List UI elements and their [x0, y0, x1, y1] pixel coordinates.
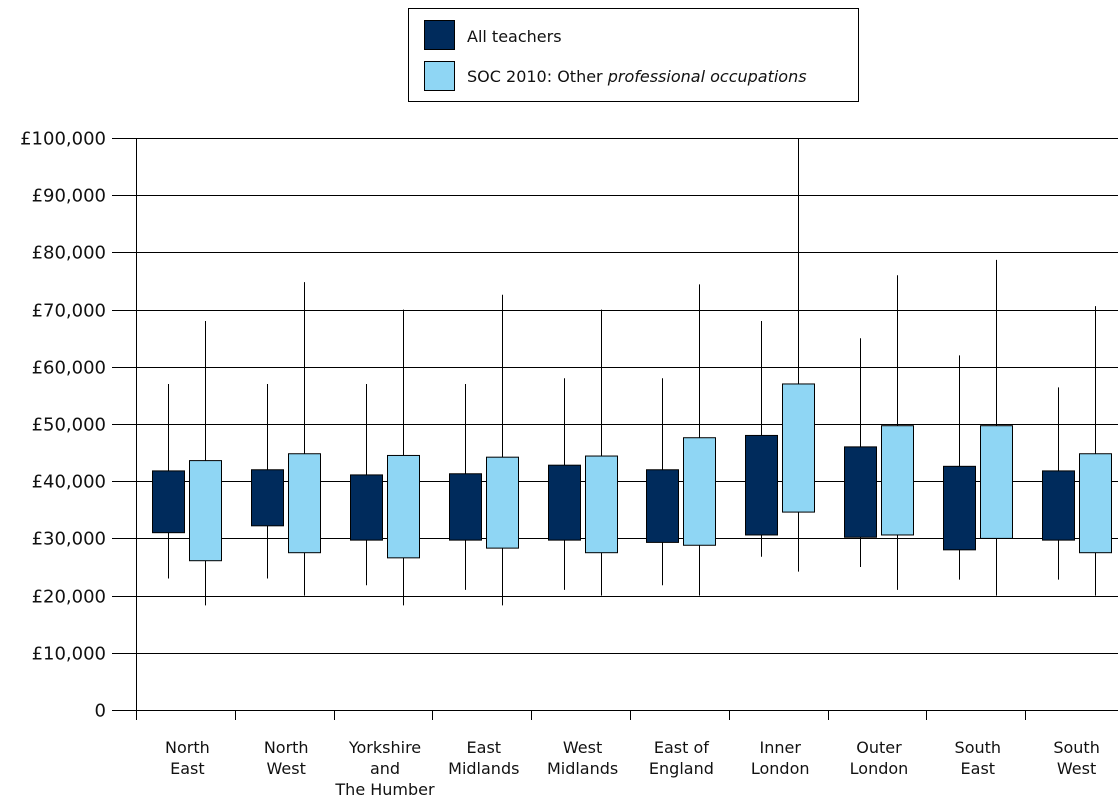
y-tick-label: £80,000	[32, 243, 106, 264]
y-tick-label: £60,000	[32, 358, 106, 379]
box-all-teachers	[943, 465, 976, 551]
x-tick-label-inner-london: Inner London	[751, 738, 810, 778]
legend-swatch-all-teachers	[424, 20, 455, 50]
box-all-teachers	[548, 464, 581, 541]
box-other-professional	[980, 425, 1013, 539]
legend-swatch-other-professional	[424, 61, 455, 91]
box-other-professional	[1079, 453, 1112, 554]
legend-label-other-professional: SOC 2010: Other professional occupations	[467, 67, 807, 86]
box-other-professional	[189, 460, 222, 562]
y-tick-label: 0	[95, 701, 106, 722]
y-tick-label: £70,000	[32, 301, 106, 322]
box-other-professional	[387, 454, 420, 559]
box-all-teachers	[1042, 470, 1075, 541]
y-tick-label: £100,000	[20, 129, 106, 150]
box-other-professional	[881, 425, 914, 536]
y-tick-label: £40,000	[32, 472, 106, 493]
x-tick-label-east-of-england: East of England	[649, 738, 714, 778]
box-other-professional	[683, 437, 716, 546]
box-all-teachers	[449, 473, 482, 541]
box-all-teachers	[844, 446, 877, 538]
x-tick-label-west-midlands: West Midlands	[547, 738, 618, 778]
box-other-professional	[585, 455, 618, 554]
y-tick-label: £90,000	[32, 186, 106, 207]
box-all-teachers	[745, 434, 778, 536]
y-tick-label: £20,000	[32, 587, 106, 608]
legend-label-all-teachers: All teachers	[467, 27, 562, 46]
x-tick-label-north-west: North West	[264, 738, 309, 778]
box-all-teachers	[152, 470, 185, 534]
box-other-professional	[486, 456, 519, 549]
x-tick-label-south-west: South West	[1053, 738, 1100, 778]
y-tick-label: £10,000	[32, 644, 106, 665]
y-tick-label: £30,000	[32, 529, 106, 550]
x-tick-label-outer-london: Outer London	[850, 738, 909, 778]
box-all-teachers	[350, 474, 383, 541]
x-tick-label-east-midlands: East Midlands	[448, 738, 519, 778]
box-all-teachers	[646, 469, 679, 543]
box-other-professional	[288, 453, 321, 554]
plot-area: 0 £10,000 £20,000 £30,000 £40,000 £50,000 £60,…	[20, 129, 1118, 799]
legend-frame	[408, 8, 859, 102]
box-other-professional	[782, 383, 815, 513]
y-tick-label: £50,000	[32, 415, 106, 436]
x-tick-label-north-east: North East	[165, 738, 210, 778]
x-tick-label-south-east: South East	[955, 738, 1002, 778]
x-tick-label-yorkshire: Yorkshire and The Humber	[334, 738, 435, 799]
box-all-teachers	[251, 469, 284, 527]
legend: All teachers SOC 2010: Other professiona…	[408, 8, 859, 102]
